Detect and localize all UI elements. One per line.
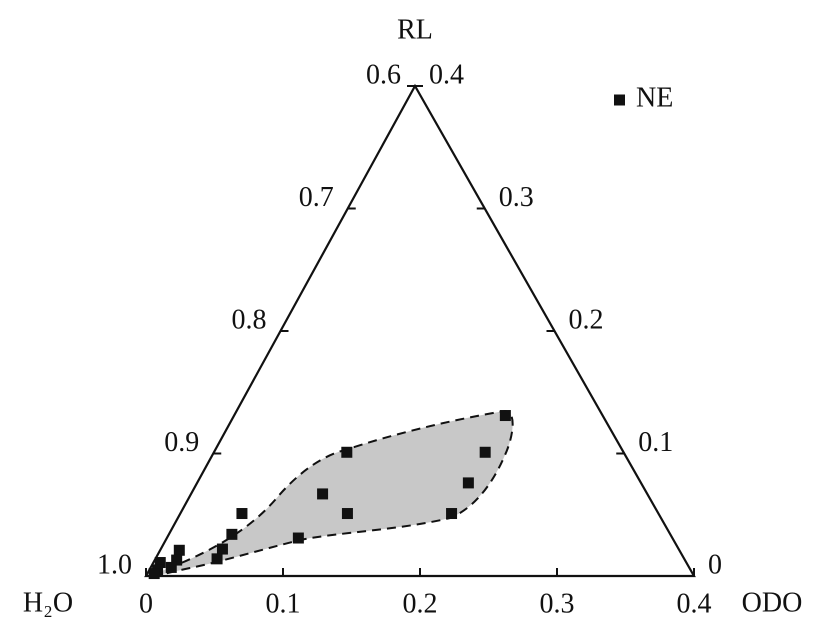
- data-point: [216, 543, 228, 555]
- tick-label: 0.2: [569, 304, 604, 335]
- data-point: [292, 532, 304, 544]
- tick-label: 0.9: [164, 427, 199, 458]
- tick-label: 0.8: [232, 304, 267, 335]
- data-point: [341, 508, 353, 520]
- data-point: [165, 561, 177, 573]
- tick-label: 0: [139, 588, 153, 619]
- data-point: [154, 557, 166, 569]
- tick-label: 0.2: [403, 588, 438, 619]
- axis-label: ODO: [742, 587, 803, 618]
- data-point: [462, 477, 474, 489]
- data-point: [499, 410, 511, 422]
- region-outline: [153, 409, 514, 577]
- tick-label: 0.3: [540, 588, 575, 619]
- legend-label: NE: [636, 82, 673, 113]
- data-point: [173, 544, 185, 556]
- data-point: [479, 446, 491, 458]
- data-point: [341, 446, 353, 458]
- legend-marker: [614, 94, 625, 106]
- data-point: [148, 568, 160, 580]
- axis-label: RL: [397, 14, 433, 45]
- axis-label: H₂O: [23, 587, 73, 618]
- data-point: [317, 488, 329, 500]
- data-point: [211, 553, 223, 565]
- tick-label: 0.6: [366, 59, 401, 90]
- tick-label: 0.7: [299, 182, 334, 213]
- data-point: [236, 508, 248, 520]
- data-point: [446, 508, 458, 520]
- tick-label: 0.3: [499, 182, 534, 213]
- tick-label: 0.1: [638, 427, 673, 458]
- tick-label: 1.0: [97, 549, 132, 580]
- tick-label: 0.4: [429, 59, 464, 90]
- tick-label: 0.1: [266, 588, 301, 619]
- data-point: [226, 528, 238, 540]
- tick-label: 0.4: [677, 588, 712, 619]
- data-point: [171, 554, 183, 566]
- tick-label: 0: [708, 549, 722, 580]
